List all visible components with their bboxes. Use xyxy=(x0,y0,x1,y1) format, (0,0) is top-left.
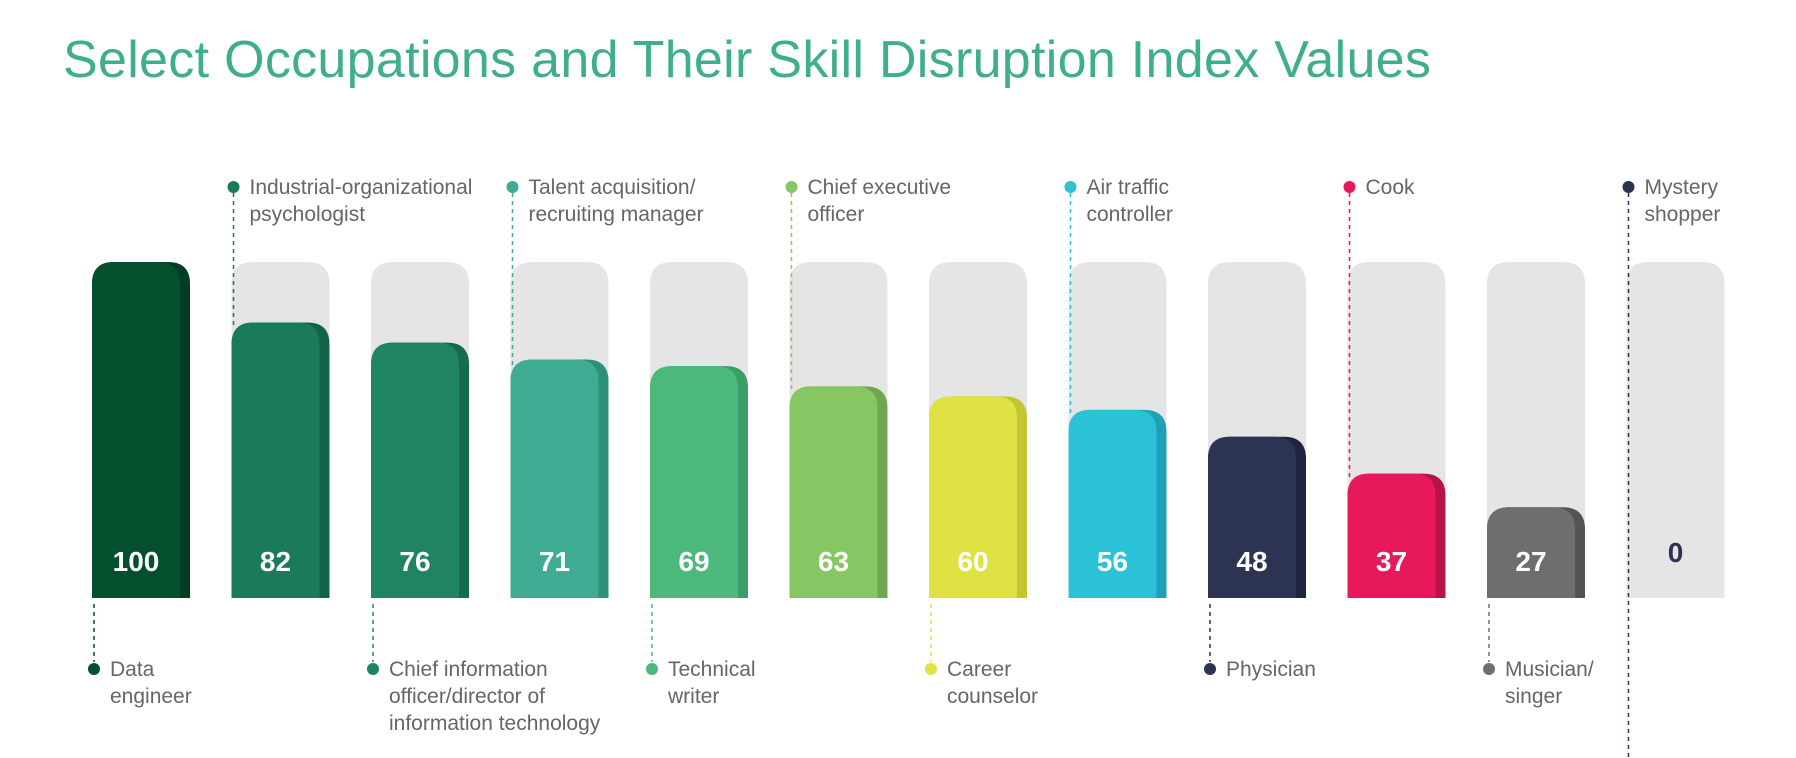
value-label: 0 xyxy=(1668,537,1684,568)
category-label: Physician xyxy=(1226,658,1316,681)
value-label: 63 xyxy=(818,546,849,577)
value-label: 37 xyxy=(1376,546,1407,577)
value-label: 100 xyxy=(113,546,160,577)
label-dot xyxy=(88,663,100,675)
label-dot xyxy=(1343,181,1356,193)
category-label: Mystery shopper xyxy=(1645,176,1721,226)
bar xyxy=(650,366,738,598)
category-label: Talent acquisition/recruiting manager xyxy=(529,176,704,226)
bar xyxy=(510,359,599,598)
bar xyxy=(929,396,1017,598)
label-dot xyxy=(1064,181,1077,193)
category-label: Industrial-organizational psychologist xyxy=(250,176,473,226)
category-label: Technical writer xyxy=(667,658,756,708)
label-dot xyxy=(646,663,658,675)
category-label: Chief information officer/director of info… xyxy=(389,658,601,735)
label-dot xyxy=(1483,663,1495,675)
value-label: 76 xyxy=(399,546,430,577)
bar xyxy=(789,386,878,598)
category-label: Musician/singer xyxy=(1505,658,1594,708)
label-dot xyxy=(367,663,379,675)
bar xyxy=(231,322,320,598)
label-dot xyxy=(785,181,798,193)
category-label: Career counselor xyxy=(947,658,1038,708)
category-label: Cook xyxy=(1366,176,1416,199)
value-label: 48 xyxy=(1236,546,1267,577)
label-dot xyxy=(925,663,937,675)
value-label: 56 xyxy=(1097,546,1128,577)
label-dot xyxy=(1622,181,1635,193)
category-label: Air traffic controller xyxy=(1087,176,1173,226)
value-label: 71 xyxy=(539,546,570,577)
chart-title: Select Occupations and Their Skill Disru… xyxy=(63,31,1432,89)
bar xyxy=(371,342,459,598)
bar-track xyxy=(1626,262,1725,598)
category-label: Data engineer xyxy=(110,658,192,708)
category-label: Chief executive officer xyxy=(808,176,952,226)
value-label: 69 xyxy=(678,546,709,577)
bar xyxy=(1487,507,1575,598)
bar xyxy=(1068,409,1157,598)
value-label: 27 xyxy=(1515,546,1546,577)
bar xyxy=(1347,473,1436,598)
value-label: 82 xyxy=(260,546,291,577)
bar xyxy=(1208,436,1296,598)
value-label: 60 xyxy=(957,546,988,577)
bar xyxy=(92,262,180,598)
label-dot xyxy=(227,181,240,193)
label-dot xyxy=(506,181,519,193)
label-dot xyxy=(1204,663,1216,675)
